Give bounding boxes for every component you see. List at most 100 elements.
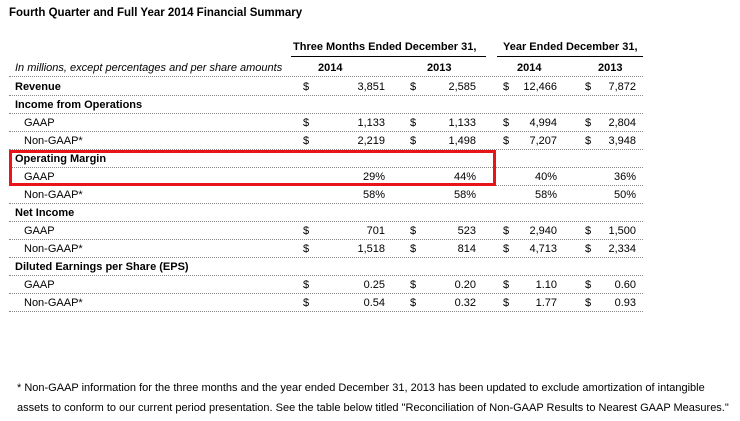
row-separator [9, 239, 643, 240]
currency-symbol: $ [585, 135, 592, 147]
currency-symbol: $ [585, 225, 592, 237]
row-separator [9, 113, 643, 114]
cell-value: 2,334 [608, 243, 636, 255]
row-label: GAAP [24, 117, 55, 129]
row-label: Revenue [15, 81, 61, 93]
row-separator [9, 167, 643, 168]
currency-symbol: $ [585, 81, 592, 93]
cell-value: 0.60 [614, 279, 636, 291]
cell-value: 0.20 [454, 279, 476, 291]
page-title: Fourth Quarter and Full Year 2014 Financ… [9, 7, 303, 19]
currency-symbol: $ [503, 243, 510, 255]
cell-value: 3,851 [357, 81, 385, 93]
currency-symbol: $ [410, 81, 417, 93]
currency-symbol: $ [410, 225, 417, 237]
cell-value: 7,207 [529, 135, 557, 147]
currency-symbol: $ [585, 297, 592, 309]
currency-symbol: $ [503, 81, 510, 93]
col-header-2013-q: 2013 [427, 62, 452, 74]
row-label: GAAP [24, 225, 55, 237]
cell-value: 701 [366, 225, 385, 237]
cell-value: 12,466 [523, 81, 557, 93]
header-three-months: Three Months Ended December 31, [293, 41, 477, 53]
cell-value: 50% [613, 189, 636, 201]
header-year-ended: Year Ended December 31, [503, 41, 638, 53]
cell-value: 1,500 [608, 225, 636, 237]
operating-margin-highlight [9, 150, 496, 186]
currency-symbol: $ [410, 297, 417, 309]
row-label: Diluted Earnings per Share (EPS) [15, 261, 189, 273]
cell-value: 0.93 [614, 297, 636, 309]
row-label: Non-GAAP* [24, 243, 83, 255]
currency-symbol: $ [503, 225, 510, 237]
cell-value: 814 [457, 243, 476, 255]
currency-symbol: $ [410, 117, 417, 129]
cell-value: 40% [534, 171, 557, 183]
currency-symbol: $ [503, 117, 510, 129]
cell-value: 3,948 [608, 135, 636, 147]
currency-symbol: $ [303, 225, 310, 237]
cell-value: 44% [453, 171, 476, 183]
row-label: Non-GAAP* [24, 135, 83, 147]
col-header-2014-q: 2014 [318, 62, 343, 74]
currency-symbol: $ [303, 81, 310, 93]
rule-three-months [291, 56, 486, 57]
cell-value: 2,219 [357, 135, 385, 147]
row-separator [9, 221, 643, 222]
row-label: Net Income [15, 207, 75, 219]
currency-symbol: $ [585, 279, 592, 291]
currency-symbol: $ [585, 243, 592, 255]
row-label: Non-GAAP* [24, 189, 83, 201]
currency-symbol: $ [303, 297, 310, 309]
cell-value: 29% [362, 171, 385, 183]
footnote-line-1: * Non-GAAP information for the three mon… [17, 382, 705, 394]
row-separator [9, 203, 643, 204]
row-label: Operating Margin [15, 153, 107, 165]
currency-symbol: $ [410, 279, 417, 291]
col-header-2014-y: 2014 [517, 62, 542, 74]
cell-value: 0.54 [363, 297, 385, 309]
cell-value: 58% [453, 189, 476, 201]
row-separator [9, 257, 643, 258]
currency-symbol: $ [303, 243, 310, 255]
row-label: GAAP [24, 171, 55, 183]
cell-value: 523 [457, 225, 476, 237]
row-separator [9, 149, 643, 150]
row-separator [9, 293, 643, 294]
cell-value: 36% [613, 171, 636, 183]
col-header-2013-y: 2013 [598, 62, 623, 74]
header-underline [9, 76, 643, 77]
footnote-line-2: assets to conform to our current period … [17, 402, 729, 414]
row-separator [9, 95, 643, 96]
cell-value: 0.32 [454, 297, 476, 309]
cell-value: 7,872 [608, 81, 636, 93]
cell-value: 2,940 [529, 225, 557, 237]
row-separator [9, 311, 643, 312]
cell-value: 58% [534, 189, 557, 201]
cell-value: 2,804 [608, 117, 636, 129]
row-separator [9, 275, 643, 276]
row-label: GAAP [24, 279, 55, 291]
currency-symbol: $ [303, 279, 310, 291]
row-label: Non-GAAP* [24, 297, 83, 309]
cell-value: 58% [362, 189, 385, 201]
currency-symbol: $ [303, 135, 310, 147]
currency-symbol: $ [503, 279, 510, 291]
cell-value: 1,498 [448, 135, 476, 147]
currency-symbol: $ [503, 135, 510, 147]
row-separator [9, 131, 643, 132]
cell-value: 4,994 [529, 117, 557, 129]
row-label: Income from Operations [15, 99, 143, 111]
currency-symbol: $ [410, 243, 417, 255]
cell-value: 1,518 [357, 243, 385, 255]
cell-value: 1,133 [357, 117, 385, 129]
cell-value: 1,133 [448, 117, 476, 129]
currency-symbol: $ [503, 297, 510, 309]
currency-symbol: $ [303, 117, 310, 129]
cell-value: 0.25 [363, 279, 385, 291]
cell-value: 2,585 [448, 81, 476, 93]
rule-year-ended [497, 56, 643, 57]
currency-symbol: $ [585, 117, 592, 129]
cell-value: 1.10 [535, 279, 557, 291]
cell-value: 1.77 [535, 297, 557, 309]
